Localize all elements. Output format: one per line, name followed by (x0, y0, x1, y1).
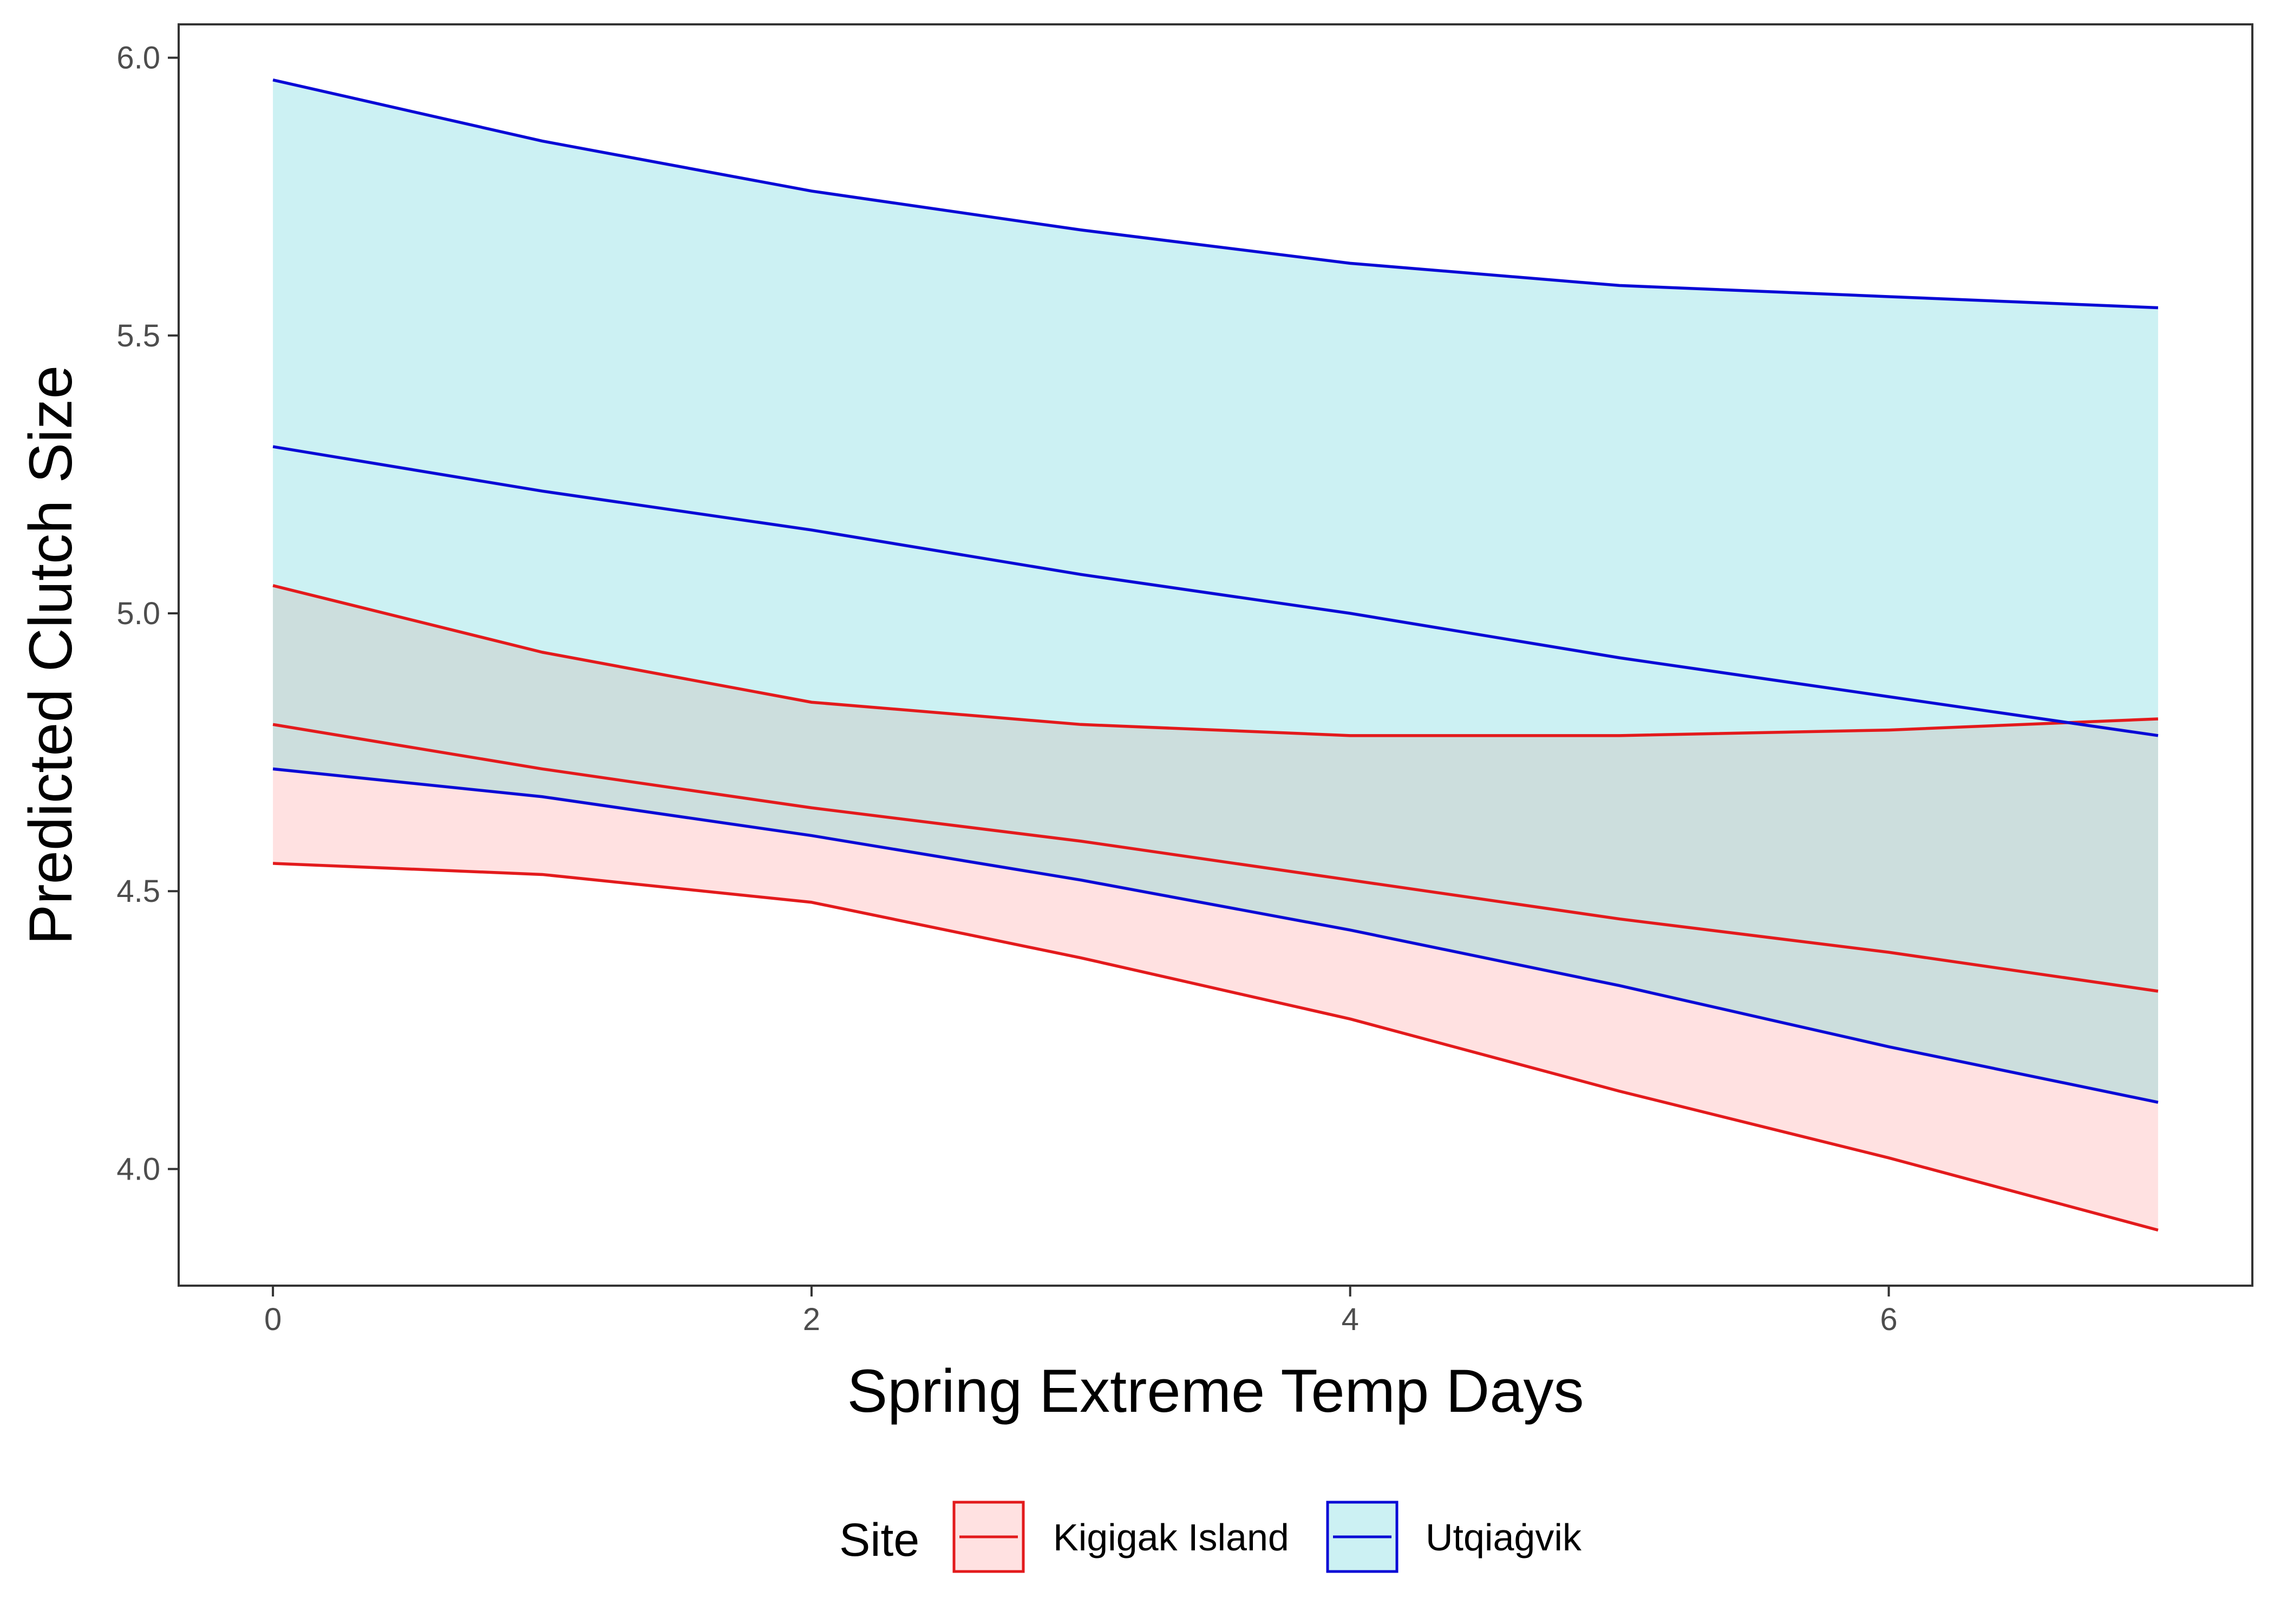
y-tick-label: 6.0 (116, 41, 160, 76)
legend-label-kigigak-island: Kigigak Island (1053, 1516, 1289, 1558)
upper-bound-utqiagvik (272, 78, 2159, 310)
lower-bound-utqiagvik (272, 767, 2159, 1104)
y-tick-label: 5.0 (116, 596, 160, 631)
x-tick-label: 6 (1880, 1302, 1897, 1337)
y-axis-title: Predicted Clutch Size (17, 365, 84, 945)
legend-label-utqiagvik: Utqiaġvik (1426, 1516, 1582, 1558)
fit-line-kigigak-island (272, 723, 2159, 993)
x-tick-label: 4 (1342, 1302, 1359, 1337)
lower-bound-kigigak-island (272, 862, 2159, 1232)
series-lines (272, 78, 2159, 1232)
x-tick-label: 2 (803, 1302, 820, 1337)
plot-panel-border (178, 23, 2253, 1287)
band-overlap (273, 585, 2158, 1103)
fit-line-utqiagvik (272, 445, 2159, 737)
x-tick-label: 0 (264, 1302, 282, 1337)
upper-bound-kigigak-island (272, 584, 2159, 737)
y-axis: 4.0 4.5 5.0 5.5 6.0 (116, 41, 179, 1187)
x-axis-title: Spring Extreme Temp Days (847, 1357, 1584, 1425)
x-axis: 0 2 4 6 (264, 1286, 1898, 1337)
confidence-bands (273, 80, 2158, 1230)
y-tick-label: 4.0 (116, 1151, 160, 1187)
y-tick-label: 5.5 (116, 318, 160, 353)
legend-title: Site (839, 1514, 919, 1566)
legend: Site Kigigak Island Utqiaġvik (839, 1501, 1582, 1573)
y-tick-label: 4.5 (116, 874, 160, 909)
